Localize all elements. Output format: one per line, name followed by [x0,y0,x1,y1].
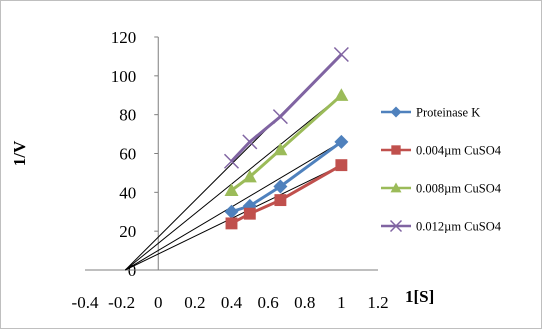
x-tick-label: 0.2 [184,293,205,312]
legend-item: 0.008µm CuSO4 [381,182,502,196]
square-marker [225,217,238,230]
legend-label: 0.012µm CuSO4 [416,220,502,234]
x-tick-labels: -0.4 -0.2 0 0.2 0.4 0.6 0.8 1 1.2 [72,293,389,312]
x-marker [242,134,258,150]
legend-label: 0.004µm CuSO4 [416,144,502,158]
square-marker [335,159,348,172]
x-tick-label: 0.4 [221,293,243,312]
x-marker [223,153,240,169]
x-tick-label: 0.8 [294,293,315,312]
y-tick-label: 80 [119,106,136,125]
legend-item: Proteinase K [381,106,480,120]
diamond-marker [334,134,349,149]
triangle-marker [242,169,257,183]
diamond-marker [273,179,288,194]
legend-label: 0.008µm CuSO4 [416,182,502,196]
x-tick-label: 0.6 [258,293,279,312]
legend-item: 0.012µm CuSO4 [381,220,502,234]
diamond-marker [390,106,402,118]
legend-item: 0.004µm CuSO4 [381,144,502,158]
square-marker [243,207,256,220]
x-marker [272,109,288,125]
series-line [230,53,343,163]
triangle-marker [273,142,288,156]
x-marker [389,219,403,233]
y-axis-title: 1/V [10,140,29,166]
x-marker [333,46,349,63]
x-tick-label: 0 [154,293,163,312]
triangle-marker [390,182,402,193]
data-markers [223,46,349,230]
trendline [124,94,342,271]
triangle-marker [334,88,349,101]
y-tick-label: 120 [111,28,137,47]
x-tick-label: 1.2 [367,293,388,312]
y-tick-label: 20 [119,222,136,241]
x-tick-label: 1 [337,293,346,312]
trendline [125,141,342,271]
legend-label: Proteinase K [416,106,480,120]
diamond-marker [224,204,239,219]
triangle-marker [224,183,239,196]
y-tick-label: 60 [119,145,136,164]
series-line [230,94,343,192]
x-tick-label: -0.4 [72,293,99,312]
x-tick-label: -0.2 [108,293,135,312]
y-tick-label: 100 [111,67,137,86]
square-marker [274,194,287,207]
x-axis-title: 1[S] [405,287,434,306]
series-lines [230,53,343,225]
square-marker [391,145,401,155]
series-line [230,163,343,225]
series-line [231,140,343,214]
y-tick-label: 40 [119,183,136,202]
legend: Proteinase K 0.004µm CuSO4 0.008µm CuSO4 0.… [381,106,502,234]
